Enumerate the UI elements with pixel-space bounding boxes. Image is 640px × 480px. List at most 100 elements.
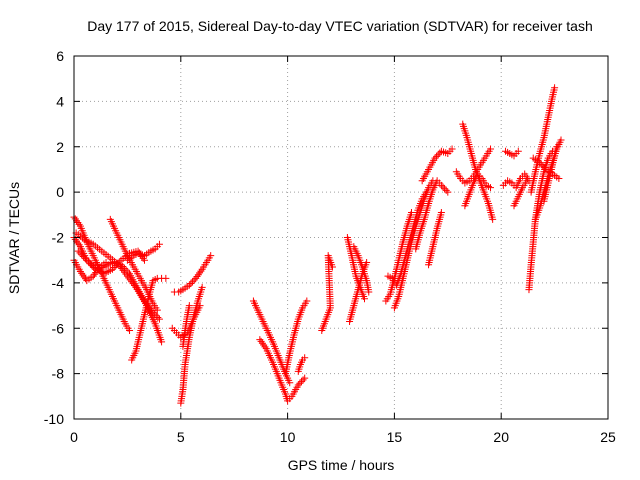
data-point (537, 160, 545, 168)
data-point (108, 265, 116, 273)
series-arc-16 (294, 354, 309, 375)
data-point (294, 381, 302, 389)
data-point (540, 164, 548, 172)
data-point (442, 186, 450, 194)
grid (74, 56, 608, 419)
x-axis-label: GPS time / hours (288, 457, 395, 473)
data-point (76, 249, 84, 257)
y-tick-label: -10 (44, 411, 64, 427)
chart-title: Day 177 of 2015, Sidereal Day-to-day VTE… (87, 18, 593, 34)
series-arc-15 (281, 297, 311, 378)
data-point (120, 264, 128, 272)
data-point (75, 220, 83, 228)
data-point (158, 338, 166, 346)
x-tick-labels: 0 5 10 15 20 25 (70, 429, 616, 445)
data-point (297, 378, 305, 386)
data-point (119, 263, 127, 271)
data-point (78, 269, 86, 277)
data-point (117, 261, 125, 269)
data-point (74, 239, 82, 247)
data-point (434, 151, 442, 159)
data-point (256, 336, 264, 344)
series-arc-13 (249, 297, 294, 387)
data-point (122, 266, 130, 274)
x-tick-label: 5 (177, 429, 185, 445)
data-point (153, 306, 161, 314)
data-point (296, 379, 304, 387)
data-point (76, 268, 84, 276)
series-arc-29 (461, 170, 495, 210)
series-arc-32 (510, 177, 531, 210)
data-point (90, 263, 98, 271)
data-point (194, 271, 202, 279)
series-arc-26 (425, 209, 445, 269)
data-point (74, 219, 82, 227)
series-arc-9 (170, 252, 215, 296)
data-point (192, 274, 200, 282)
data-point (91, 270, 99, 278)
data-point (185, 302, 193, 310)
data-point (126, 327, 134, 335)
series-arc-17 (318, 252, 336, 335)
data-point (196, 269, 204, 277)
data-point (299, 376, 307, 384)
x-tick-label: 20 (493, 429, 509, 445)
series-arc-35 (529, 154, 563, 183)
y-tick-label: 2 (56, 139, 64, 155)
y-tick-label: -6 (52, 320, 65, 336)
data-point (523, 177, 531, 185)
data-point (303, 297, 311, 305)
data-point (557, 136, 565, 144)
data-point (365, 288, 373, 296)
data-point (80, 273, 88, 281)
data-point (514, 147, 522, 155)
y-tick-label: 4 (56, 93, 64, 109)
series-arc-30 (501, 147, 522, 160)
data-point (71, 215, 79, 223)
data-point (155, 240, 163, 248)
data-point (260, 341, 268, 349)
series-arc-21 (382, 209, 415, 305)
data-point (78, 251, 86, 259)
data-point (539, 162, 547, 170)
y-tick-label: 6 (56, 48, 64, 64)
data-point (185, 281, 193, 289)
data-point (71, 235, 79, 243)
y-tick-labels: -10 -8 -6 -4 -2 0 2 4 6 (44, 48, 64, 427)
data-point (74, 247, 82, 255)
y-tick-label: -2 (52, 230, 65, 246)
data-point (441, 185, 449, 193)
y-tick-label: -4 (52, 275, 65, 291)
data-point (81, 254, 89, 262)
data-point (187, 279, 195, 287)
series-arc-34 (527, 84, 559, 196)
data-point (190, 276, 198, 284)
series-arc-24 (412, 177, 452, 253)
y-tick-label: -8 (52, 366, 65, 382)
axis-ticks (73, 55, 609, 420)
data-point (155, 315, 163, 323)
series-arc-14 (256, 336, 309, 405)
data-point (257, 337, 265, 345)
data-point (448, 145, 456, 153)
data-point (536, 159, 544, 167)
data-point (553, 143, 561, 151)
data-point (75, 241, 83, 249)
data-point (124, 268, 132, 276)
data-point (85, 258, 93, 266)
y-tick-label: 0 (56, 184, 64, 200)
data-point (444, 188, 452, 196)
data-point (301, 374, 309, 382)
x-tick-label: 25 (600, 429, 616, 445)
data-point (431, 154, 439, 162)
data-point (86, 260, 94, 268)
data-point (258, 339, 266, 347)
data-point (197, 267, 205, 275)
data-point (189, 278, 197, 286)
data-marks (70, 84, 565, 407)
data-point (436, 149, 444, 157)
series-arc-11 (177, 283, 206, 407)
series-arc-37 (540, 143, 561, 205)
data-point (89, 272, 97, 280)
data-point (88, 262, 96, 270)
